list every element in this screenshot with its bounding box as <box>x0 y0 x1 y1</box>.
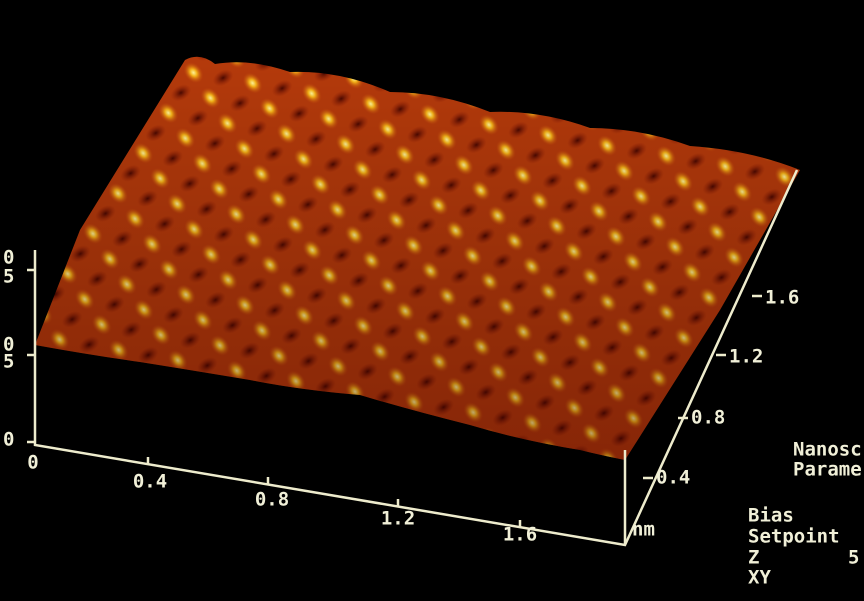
x-axis-unit: nm <box>632 519 655 541</box>
panel-title: Nanosc <box>793 439 862 461</box>
x-tick-label: 1.6 <box>503 524 537 546</box>
z-tick-label: 5 <box>3 351 14 373</box>
x-tick-label: 0.4 <box>133 471 167 493</box>
z-tick-label: 5 <box>3 266 14 288</box>
param-label: XY <box>748 567 771 589</box>
panel-title: Parame <box>793 459 862 481</box>
param-label: Bias <box>748 505 794 527</box>
stm-screen: 0 0.4 0.8 1.2 1.6 nm 0.4 0.8 1.2 1.6 0 5… <box>0 0 864 601</box>
y-tick-label: 1.2 <box>729 346 763 368</box>
x-tick-label: 0.8 <box>255 489 289 511</box>
param-label: Setpoint <box>748 526 840 548</box>
x-tick-label: 0 <box>27 452 38 474</box>
param-label: Z <box>748 547 759 569</box>
y-tick-label: 0.4 <box>656 467 690 489</box>
param-value: 5 <box>848 547 859 569</box>
z-tick-label: 0 <box>3 429 14 451</box>
x-tick-label: 1.2 <box>381 508 415 530</box>
y-tick-label: 0.8 <box>691 407 725 429</box>
y-tick-label: 1.6 <box>765 287 799 309</box>
